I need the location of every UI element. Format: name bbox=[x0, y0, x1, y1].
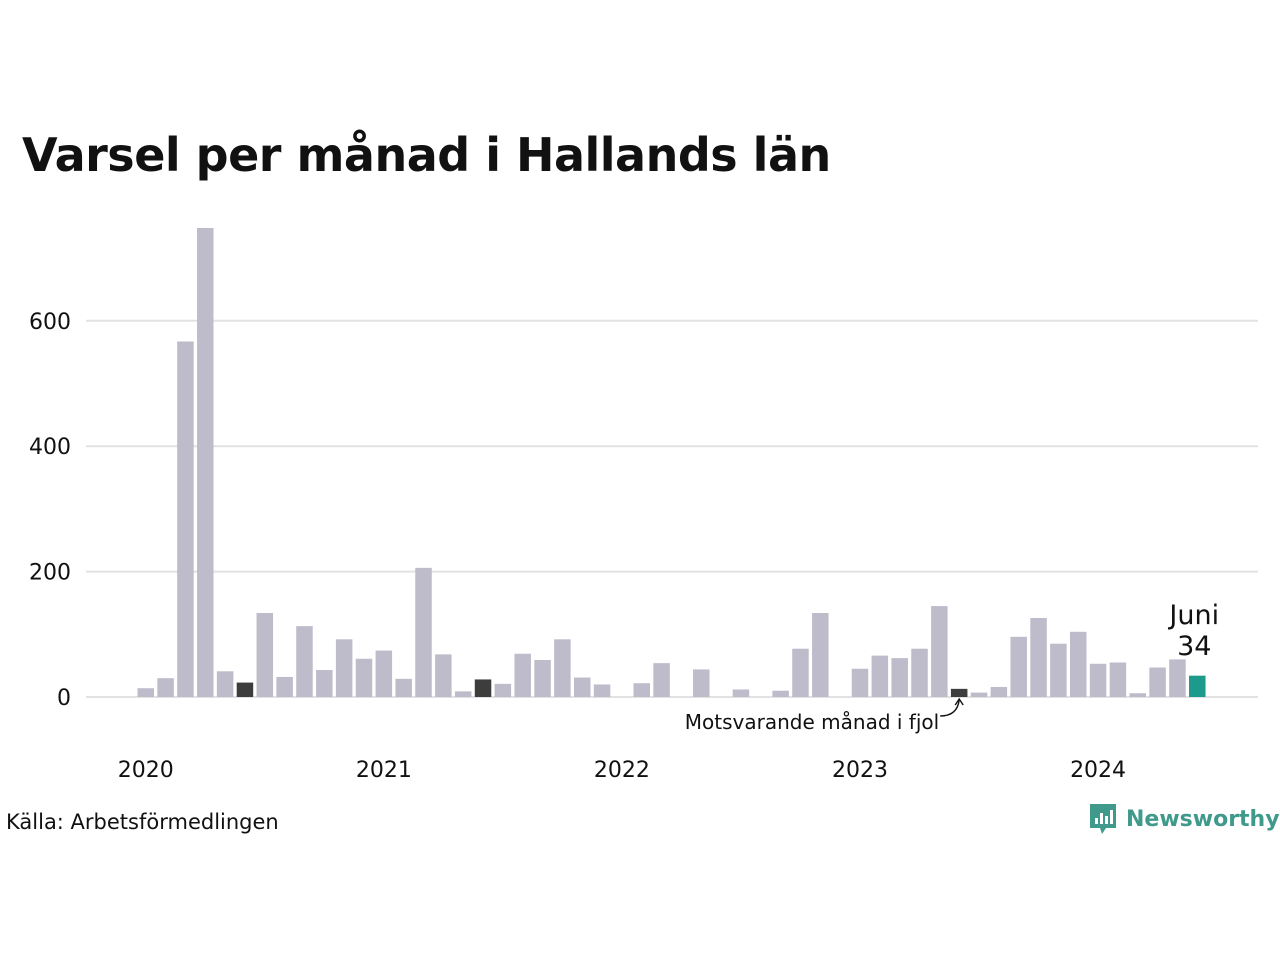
bar-2020-08 bbox=[276, 676, 293, 697]
page-title: Varsel per månad i Hallands län bbox=[22, 128, 831, 182]
bar-2023-01 bbox=[851, 668, 869, 697]
y-tick-label: 200 bbox=[29, 561, 71, 586]
bar-2020-04 bbox=[197, 228, 214, 697]
x-tick-label: 2024 bbox=[1070, 758, 1126, 783]
newsworthy-logo-icon bbox=[1090, 804, 1116, 834]
bar-2021-08 bbox=[514, 653, 531, 697]
bar-2020-09 bbox=[296, 626, 313, 697]
bar-2023-12 bbox=[1069, 631, 1087, 697]
x-tick-label: 2021 bbox=[356, 758, 412, 783]
bar-2023-05 bbox=[931, 606, 948, 697]
bar-2022-10 bbox=[792, 648, 809, 697]
bar-2021-07 bbox=[494, 683, 512, 697]
bar-2020-05 bbox=[216, 671, 234, 697]
bar-2021-06 bbox=[474, 679, 492, 697]
bar-2020-10 bbox=[316, 670, 333, 697]
bar-2023-04 bbox=[911, 648, 928, 697]
brand-logo: Newsworthy bbox=[1088, 802, 1280, 836]
annotations: Juni 34 Motsvarande månad i fjol bbox=[685, 600, 1219, 734]
bar-2020-12 bbox=[355, 658, 373, 697]
bar-2024-02 bbox=[1109, 662, 1127, 697]
bar-2024-05 bbox=[1169, 659, 1186, 697]
bar-2021-01 bbox=[375, 650, 393, 697]
x-tick-label: 2022 bbox=[594, 758, 650, 783]
bar-2022-05 bbox=[693, 669, 710, 697]
bar-2023-02 bbox=[871, 655, 889, 697]
bar-2024-06 bbox=[1189, 675, 1206, 697]
source-note: Källa: Arbetsförmedlingen bbox=[6, 810, 279, 834]
bars bbox=[137, 228, 1206, 697]
y-tick-label: 0 bbox=[57, 686, 71, 711]
bar-2021-10 bbox=[554, 639, 571, 697]
bar-2022-03 bbox=[653, 663, 670, 697]
bar-2022-11 bbox=[812, 612, 829, 697]
current-value-label: 34 bbox=[1177, 631, 1211, 662]
y-tick-label: 400 bbox=[29, 435, 71, 460]
bar-2020-07 bbox=[256, 612, 274, 697]
current-month-label: Juni bbox=[1167, 600, 1219, 631]
bar-2021-02 bbox=[395, 678, 412, 697]
bar-2024-03 bbox=[1129, 693, 1146, 697]
bar-2021-03 bbox=[415, 567, 432, 697]
bar-2021-12 bbox=[593, 684, 611, 697]
x-axis-ticks: 2020 2021 2022 2023 2024 bbox=[118, 758, 1126, 783]
previous-year-arrow bbox=[940, 699, 960, 717]
previous-year-arrowhead bbox=[954, 697, 964, 706]
bar-2020-06 bbox=[236, 682, 254, 697]
bar-2024-04 bbox=[1149, 667, 1166, 697]
bar-2021-09 bbox=[534, 660, 551, 697]
bar-2022-07 bbox=[732, 689, 750, 697]
bar-2024-01 bbox=[1089, 663, 1107, 697]
bar-2023-03 bbox=[891, 658, 908, 697]
bar-2020-03 bbox=[177, 341, 194, 697]
bar-2021-04 bbox=[435, 654, 452, 697]
bar-2022-09 bbox=[772, 690, 789, 697]
x-tick-label: 2020 bbox=[118, 758, 174, 783]
y-tick-label: 600 bbox=[29, 310, 71, 335]
bar-2020-01 bbox=[137, 688, 154, 697]
bar-2020-02 bbox=[157, 678, 174, 697]
bar-2020-11 bbox=[335, 639, 353, 697]
bar-2023-11 bbox=[1050, 643, 1067, 697]
bar-2021-11 bbox=[573, 677, 591, 697]
bar-2023-10 bbox=[1030, 617, 1047, 697]
bar-2021-05 bbox=[454, 691, 472, 697]
bar-2023-09 bbox=[1010, 636, 1027, 697]
y-axis-ticks: 0 200 400 600 bbox=[29, 310, 71, 711]
bar-2023-08 bbox=[990, 686, 1008, 697]
previous-year-label: Motsvarande månad i fjol bbox=[685, 710, 939, 734]
bar-2022-02 bbox=[633, 683, 650, 697]
bar-2023-07 bbox=[970, 692, 988, 697]
x-tick-label: 2023 bbox=[832, 758, 888, 783]
bar-chart: 0 200 400 600 2020 2021 2022 2023 2024 Juni 34 … bbox=[29, 228, 1258, 783]
bar-2023-06 bbox=[950, 688, 968, 697]
brand-name: Newsworthy bbox=[1126, 806, 1280, 832]
